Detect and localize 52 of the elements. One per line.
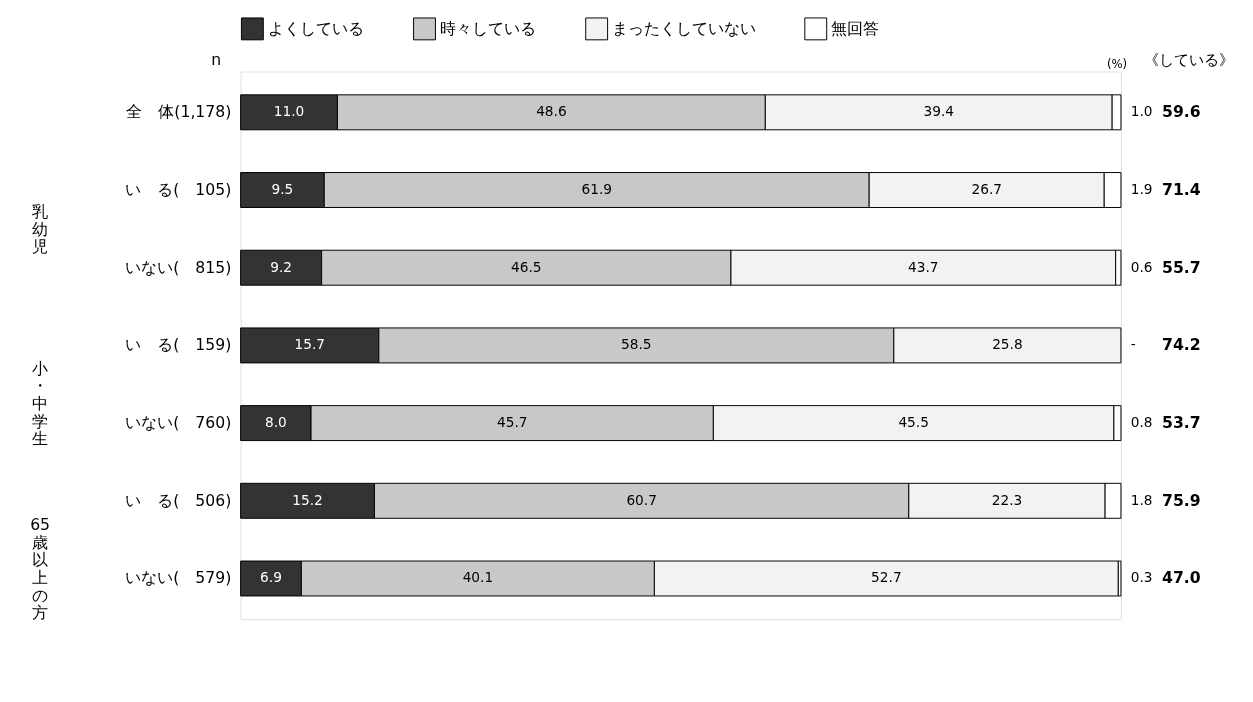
y-tick-label: いない( 579) [125, 568, 232, 588]
text: 乳幼児 [32, 202, 49, 257]
data-label: 25.8 [992, 336, 1023, 353]
text: 59.6 [1162, 102, 1201, 122]
data-label: 6.9 [260, 569, 282, 586]
data-label: 9.2 [270, 258, 293, 275]
y-tick-label: いない( 760) [125, 413, 232, 432]
text: (%) [1106, 56, 1128, 71]
y-tick-label: い る( 506) [125, 490, 232, 510]
text: 53.7 [1162, 413, 1201, 432]
legend-label: 無回答 [831, 18, 880, 38]
data-label: 45.7 [496, 414, 528, 431]
legend-label: まったくしていない [612, 18, 757, 38]
text: 74.2 [1162, 335, 1201, 355]
data-label: 39.4 [923, 103, 954, 120]
text: 《している》 [1144, 50, 1235, 68]
data-label: 0.8 [1130, 414, 1153, 431]
text: 小・中学生 [32, 358, 49, 449]
data-label: 52.7 [871, 569, 902, 586]
text: 75.9 [1162, 490, 1201, 510]
data-label: 15.7 [294, 336, 325, 353]
text: 55.7 [1162, 257, 1201, 277]
data-label: - [1130, 336, 1136, 353]
data-label: 1.8 [1130, 491, 1153, 508]
data-label: 0.6 [1130, 258, 1153, 275]
legend-label: 時々している [440, 18, 537, 38]
data-label: 22.3 [991, 491, 1023, 508]
text: n [211, 49, 222, 69]
y-tick-label: いない( 815) [125, 257, 232, 277]
data-label: 58.5 [621, 336, 652, 353]
data-label: 43.7 [908, 258, 939, 275]
text: 71.4 [1162, 179, 1201, 199]
text: 65歳以上の方 [30, 515, 51, 623]
text: 47.0 [1162, 568, 1201, 588]
data-label: 15.2 [292, 491, 323, 508]
y-tick-label: 全 体(1,178) [126, 102, 232, 122]
data-label: 9.5 [271, 180, 294, 197]
y-tick-label: い る( 159) [125, 335, 232, 355]
data-label: 40.1 [462, 569, 494, 586]
legend-label: よくしている [268, 18, 365, 38]
data-label: 26.7 [971, 180, 1002, 197]
data-label: 1.9 [1130, 180, 1153, 197]
data-label: 61.9 [581, 180, 612, 197]
data-label: 48.6 [536, 103, 567, 120]
data-label: 46.5 [511, 258, 542, 275]
data-label: 45.5 [898, 414, 929, 431]
y-tick-label: い る( 105) [125, 179, 232, 199]
data-label: 11.0 [273, 103, 305, 120]
data-label: 1.0 [1130, 103, 1153, 120]
data-label: 0.3 [1130, 569, 1153, 586]
data-label: 8.0 [264, 414, 287, 431]
data-label: 60.7 [626, 491, 657, 508]
